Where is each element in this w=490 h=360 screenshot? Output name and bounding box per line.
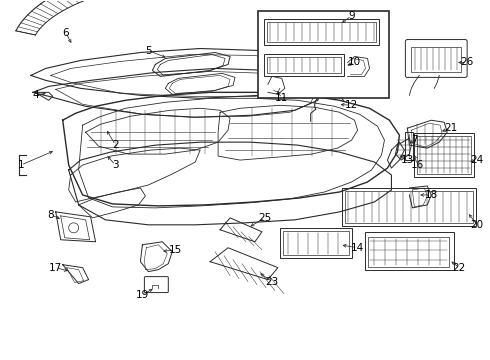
Text: 17: 17 xyxy=(49,263,62,273)
Text: 25: 25 xyxy=(258,213,271,223)
Text: 6: 6 xyxy=(62,28,69,37)
Bar xyxy=(405,132,414,160)
Text: 5: 5 xyxy=(145,45,152,55)
Text: 26: 26 xyxy=(461,58,474,67)
Bar xyxy=(412,46,461,72)
Text: 7: 7 xyxy=(411,135,417,145)
Bar xyxy=(267,58,341,73)
Bar xyxy=(344,191,473,223)
Text: 23: 23 xyxy=(265,276,278,287)
Bar xyxy=(415,133,474,177)
Text: 1: 1 xyxy=(18,160,24,170)
Text: 20: 20 xyxy=(470,220,484,230)
Bar xyxy=(264,54,343,76)
Bar xyxy=(267,22,376,41)
Text: 15: 15 xyxy=(169,245,182,255)
Bar xyxy=(368,237,449,267)
Bar xyxy=(280,228,352,258)
Text: 19: 19 xyxy=(136,289,149,300)
Text: 2: 2 xyxy=(112,140,119,150)
Bar xyxy=(264,19,379,45)
Text: 16: 16 xyxy=(411,160,424,170)
Text: 11: 11 xyxy=(275,93,289,103)
Bar xyxy=(417,136,471,174)
Text: 3: 3 xyxy=(112,160,119,170)
Text: 10: 10 xyxy=(348,58,361,67)
Text: 13: 13 xyxy=(401,155,414,165)
Text: 21: 21 xyxy=(444,123,458,133)
Bar xyxy=(283,231,348,255)
Text: 24: 24 xyxy=(470,155,484,165)
Text: 9: 9 xyxy=(348,11,355,21)
Text: 18: 18 xyxy=(425,190,438,200)
Text: 8: 8 xyxy=(48,210,54,220)
Bar xyxy=(365,232,454,270)
Bar xyxy=(258,11,390,98)
Text: 14: 14 xyxy=(351,243,364,253)
Text: 12: 12 xyxy=(345,100,358,110)
Text: 22: 22 xyxy=(453,263,466,273)
Bar xyxy=(342,188,476,226)
Text: 4: 4 xyxy=(32,90,39,100)
